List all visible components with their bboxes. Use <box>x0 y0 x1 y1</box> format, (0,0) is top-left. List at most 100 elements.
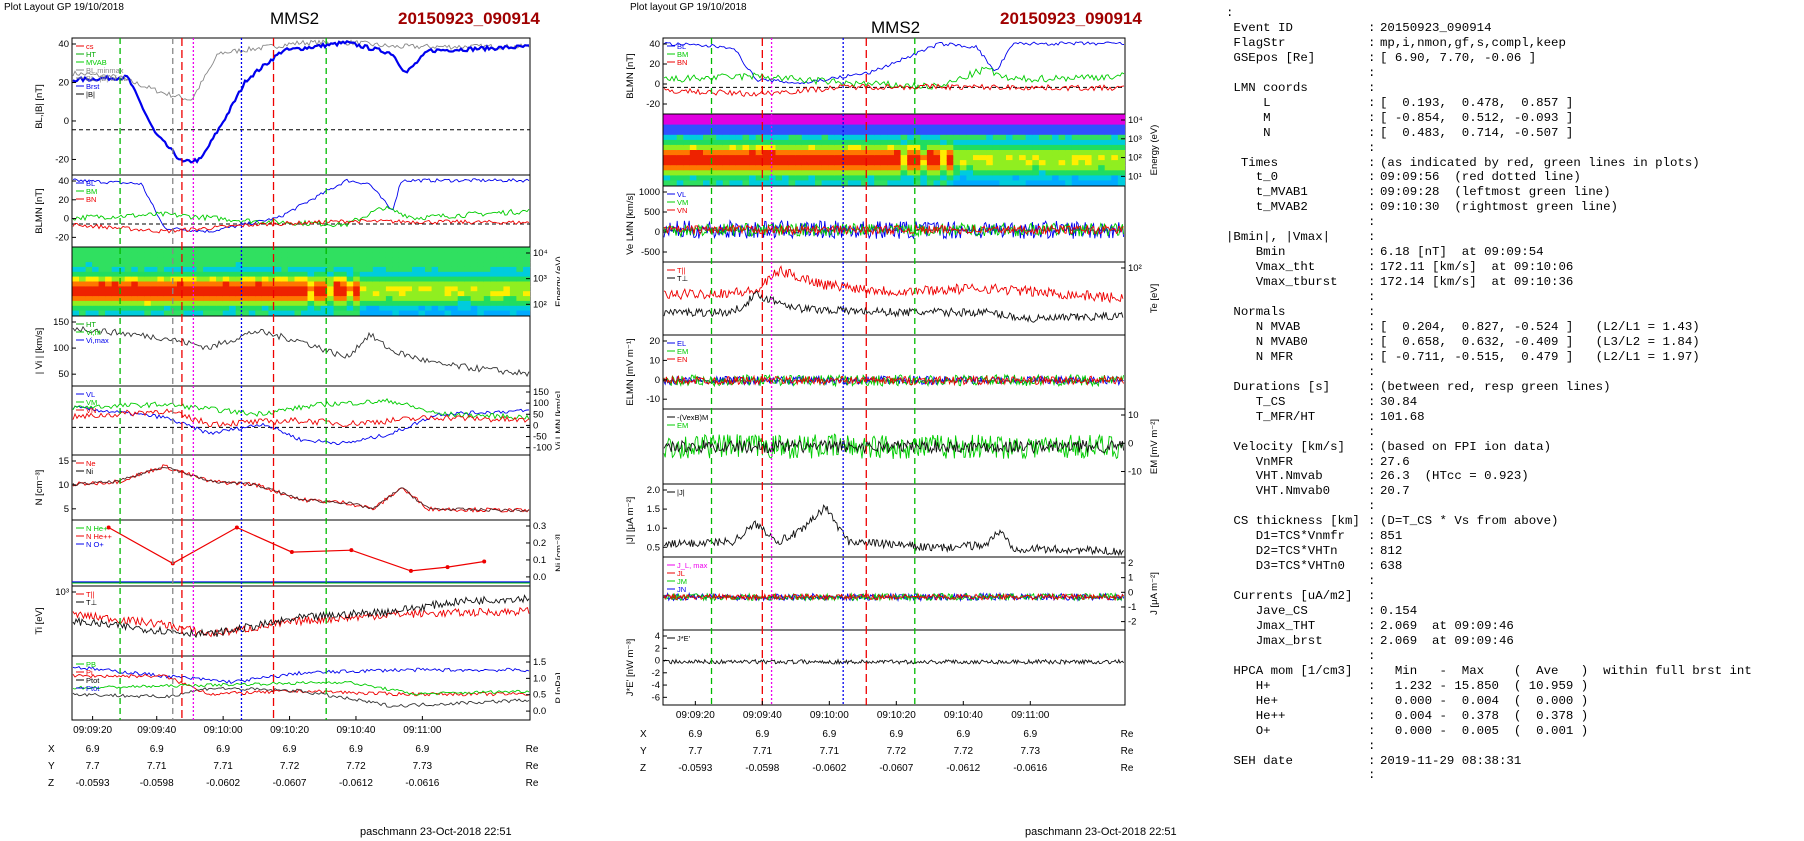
spectrogram-cell <box>255 257 263 263</box>
spectrogram-cell <box>72 300 80 307</box>
spectrogram-cell <box>894 134 902 141</box>
summary-key: FlagStr <box>1226 35 1286 50</box>
spectrogram-cell <box>222 305 230 312</box>
spectrogram-cell <box>457 247 465 253</box>
spectrogram-cell <box>992 180 1000 187</box>
spectrogram-cell <box>359 286 367 292</box>
orbit-row-value: -0.0602 <box>812 763 846 774</box>
spectrogram-cell <box>412 257 420 263</box>
spectrogram-cell <box>457 271 465 278</box>
panel-frame <box>662 261 1126 336</box>
spectrogram-cell <box>98 276 106 283</box>
spectrogram-cell <box>163 262 171 268</box>
spectrogram-cell <box>1065 119 1073 126</box>
spectrogram-cell <box>887 119 895 126</box>
spectrogram-cell <box>242 310 250 317</box>
spectrogram-cell <box>683 160 691 166</box>
spectrogram-cell <box>372 305 380 312</box>
spectrogram-cell <box>986 134 994 141</box>
spectrogram-cell <box>85 252 93 258</box>
spectrogram-cell <box>412 271 420 278</box>
summary-colon: : <box>1368 589 1376 604</box>
spectrogram-cell <box>670 129 678 136</box>
x-tick-label: 09:09:40 <box>137 725 176 736</box>
spectrogram-cell <box>222 300 230 307</box>
spectrogram-cell <box>735 124 744 131</box>
spectrogram-cell <box>1052 129 1060 136</box>
series-line <box>72 218 530 234</box>
spectrogram-cell <box>907 155 915 161</box>
spectrogram-cell <box>1098 139 1106 146</box>
spectrogram-cell <box>900 170 908 176</box>
spectrogram-cell <box>1091 160 1099 166</box>
spectrogram-cell <box>749 124 757 131</box>
spectrogram-cell <box>255 296 263 302</box>
spectrogram-cell <box>307 286 315 292</box>
spectrogram-cell <box>834 119 842 126</box>
summary-colon: : <box>1368 753 1376 768</box>
spectrogram-cell <box>894 175 902 182</box>
spectrogram-cell <box>1058 119 1066 126</box>
spectrogram-cell <box>209 296 217 302</box>
spectrogram-cell <box>795 150 803 156</box>
spectrogram-cell <box>470 296 478 302</box>
spectrogram-cell <box>287 257 295 263</box>
spectrogram-cell <box>861 160 869 166</box>
spectrogram-cell <box>1098 170 1106 176</box>
spectrogram-cell <box>509 300 517 307</box>
spectrogram-cell <box>663 170 671 176</box>
spectrogram-cell <box>353 296 361 302</box>
spectrogram-cell <box>346 300 354 307</box>
spectrogram-cell <box>457 281 465 287</box>
spectrogram-cell <box>92 271 100 278</box>
spectrogram-cell <box>992 144 1000 151</box>
spectrogram-cell <box>887 150 895 156</box>
spectrogram-cell <box>854 155 862 161</box>
spectrogram-cell <box>920 165 928 171</box>
spectrogram-cell <box>346 310 354 317</box>
spectrogram-cell <box>431 266 439 273</box>
summary-key: |Bmin|, |Vmax| <box>1226 230 1331 245</box>
summary-value: (based on FPI ion data) <box>1380 439 1552 454</box>
spectrogram-cell <box>762 124 770 131</box>
series-line <box>663 433 1124 460</box>
spectrogram-cell <box>1091 165 1099 171</box>
spectrogram-cell <box>229 252 237 258</box>
spectrogram-cell <box>729 175 737 182</box>
spectrogram-cell <box>1078 114 1086 121</box>
spectrogram-cell <box>385 266 393 273</box>
spectrogram-cell <box>663 150 671 156</box>
spectrogram-cell <box>248 286 256 292</box>
spectrogram-cell <box>170 291 178 297</box>
spectrogram-cell <box>281 281 289 287</box>
spectrogram-cell <box>913 155 921 161</box>
energy-spectrogram <box>72 247 531 317</box>
spectrogram-cell <box>716 150 724 156</box>
spectrogram-cell <box>177 286 185 292</box>
summary-colon: : <box>1368 80 1376 95</box>
spectrogram-cell <box>444 247 452 253</box>
spectrogram-cell <box>209 276 217 283</box>
spectrogram-cell <box>503 281 511 287</box>
spectrogram-cell <box>327 271 335 278</box>
spectrogram-cell <box>1111 124 1119 131</box>
spectrogram-cell <box>255 291 263 297</box>
y-tick-label: 10 <box>649 355 660 366</box>
series-line <box>72 594 530 639</box>
spectrogram-cell <box>261 247 269 253</box>
spectrogram-cell <box>847 175 856 182</box>
spectrogram-cell <box>261 300 269 307</box>
spectrogram-cell <box>248 281 256 287</box>
spectrogram-cell <box>144 291 152 297</box>
summary-colon: : <box>1368 678 1376 693</box>
spectrogram-cell <box>762 165 770 171</box>
spectrogram-cell <box>124 291 132 297</box>
spectrogram-cell <box>709 129 717 136</box>
summary-colon: : <box>1368 319 1376 334</box>
spectrogram-cell <box>183 291 191 297</box>
spectrogram-cell <box>137 262 145 268</box>
spectrogram-cell <box>1006 139 1014 146</box>
orbit-row-value: 7.71 <box>213 761 233 772</box>
spectrogram-cell <box>235 286 243 292</box>
y-tick-label: 1000 <box>639 187 660 198</box>
